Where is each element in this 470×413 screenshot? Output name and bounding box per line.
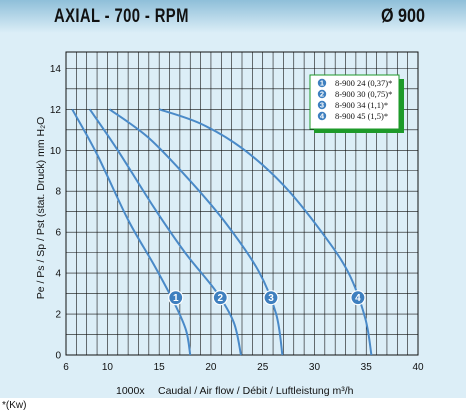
legend-marker-4 [317,111,327,121]
y-tick-label: 4 [55,269,61,280]
page-title: AXIAL - 700 - RPM [54,6,189,27]
y-tick-labels: 0 2 4 6 8 10 12 14 [50,64,62,362]
legend-entry: 8-900 34 (1,1)* [335,100,388,110]
legend-shadow-right [399,79,404,133]
curve-marker-2 [212,290,228,306]
legend-marker-number: 1 [320,79,324,88]
curve-markers: 1 2 3 4 [168,290,366,306]
y-tick-label: 10 [50,146,62,157]
curve-marker-1 [168,290,184,306]
y-tick-label: 8 [55,187,61,198]
y-tick-label: 12 [50,105,62,116]
curve-marker-number: 4 [355,293,361,304]
x-axis-prefix: 1000x [116,385,145,397]
legend-marker-2 [317,89,327,99]
x-tick-label: 6 [63,362,69,373]
x-tick-label: 15 [154,362,166,373]
legend-marker-number: 2 [320,90,324,99]
curve-marker-number: 1 [173,293,179,304]
legend-marker-number: 4 [320,112,325,121]
legend-entry: 8-900 30 (0,75)* [335,89,392,99]
plot-frame [65,51,419,356]
y-tick-label: 6 [55,228,61,239]
legend-entry: 8-900 24 (0,37)* [335,78,392,88]
y-tick-label: 2 [55,310,61,321]
curve-2 [88,108,242,356]
legend: 1 8-900 24 (0,37)* 2 8-900 30 (0,75)* 3 8-900… [309,74,404,133]
curve-marker-4 [350,290,366,306]
diameter-label: Ø 900 [381,6,426,27]
curve-marker-number: 2 [217,293,223,304]
legend-marker-1 [317,78,327,88]
legend-marker-3 [317,100,327,110]
x-tick-label: 20 [205,362,217,373]
y-tick-label: 0 [55,351,61,362]
header-band [0,0,466,33]
legend-shadow-bottom [314,129,404,133]
x-tick-label: 30 [309,362,321,373]
curve-1 [71,108,192,356]
curves [71,108,373,356]
x-tick-label: 10 [102,362,114,373]
x-tick-label: 25 [257,362,269,373]
curve-4 [158,108,373,356]
grid-minor-lines [65,52,419,356]
curve-marker-number: 3 [268,293,274,304]
x-axis-label: Caudal / Air flow / Débit / Luftleistung… [158,385,354,397]
x-tick-labels: 6 10 15 20 25 30 35 40 [63,362,424,373]
curve-3 [108,108,284,356]
x-tick-label: 40 [412,362,424,373]
curve-marker-3 [263,290,279,306]
x-tick-label: 35 [361,362,373,373]
grid-major-lines [65,51,419,356]
y-axis-label: Pe / Ps / Sp / Pst (stat. Druck) mm H₂O [35,117,47,300]
chart-panel: AXIAL - 700 - RPM Ø 900 [0,0,466,398]
legend-marker-number: 3 [320,101,324,110]
y-tick-label: 14 [50,64,62,75]
legend-entry: 8-900 45 (1,5)* [335,111,388,121]
footnote: *(Kw) [2,400,27,411]
